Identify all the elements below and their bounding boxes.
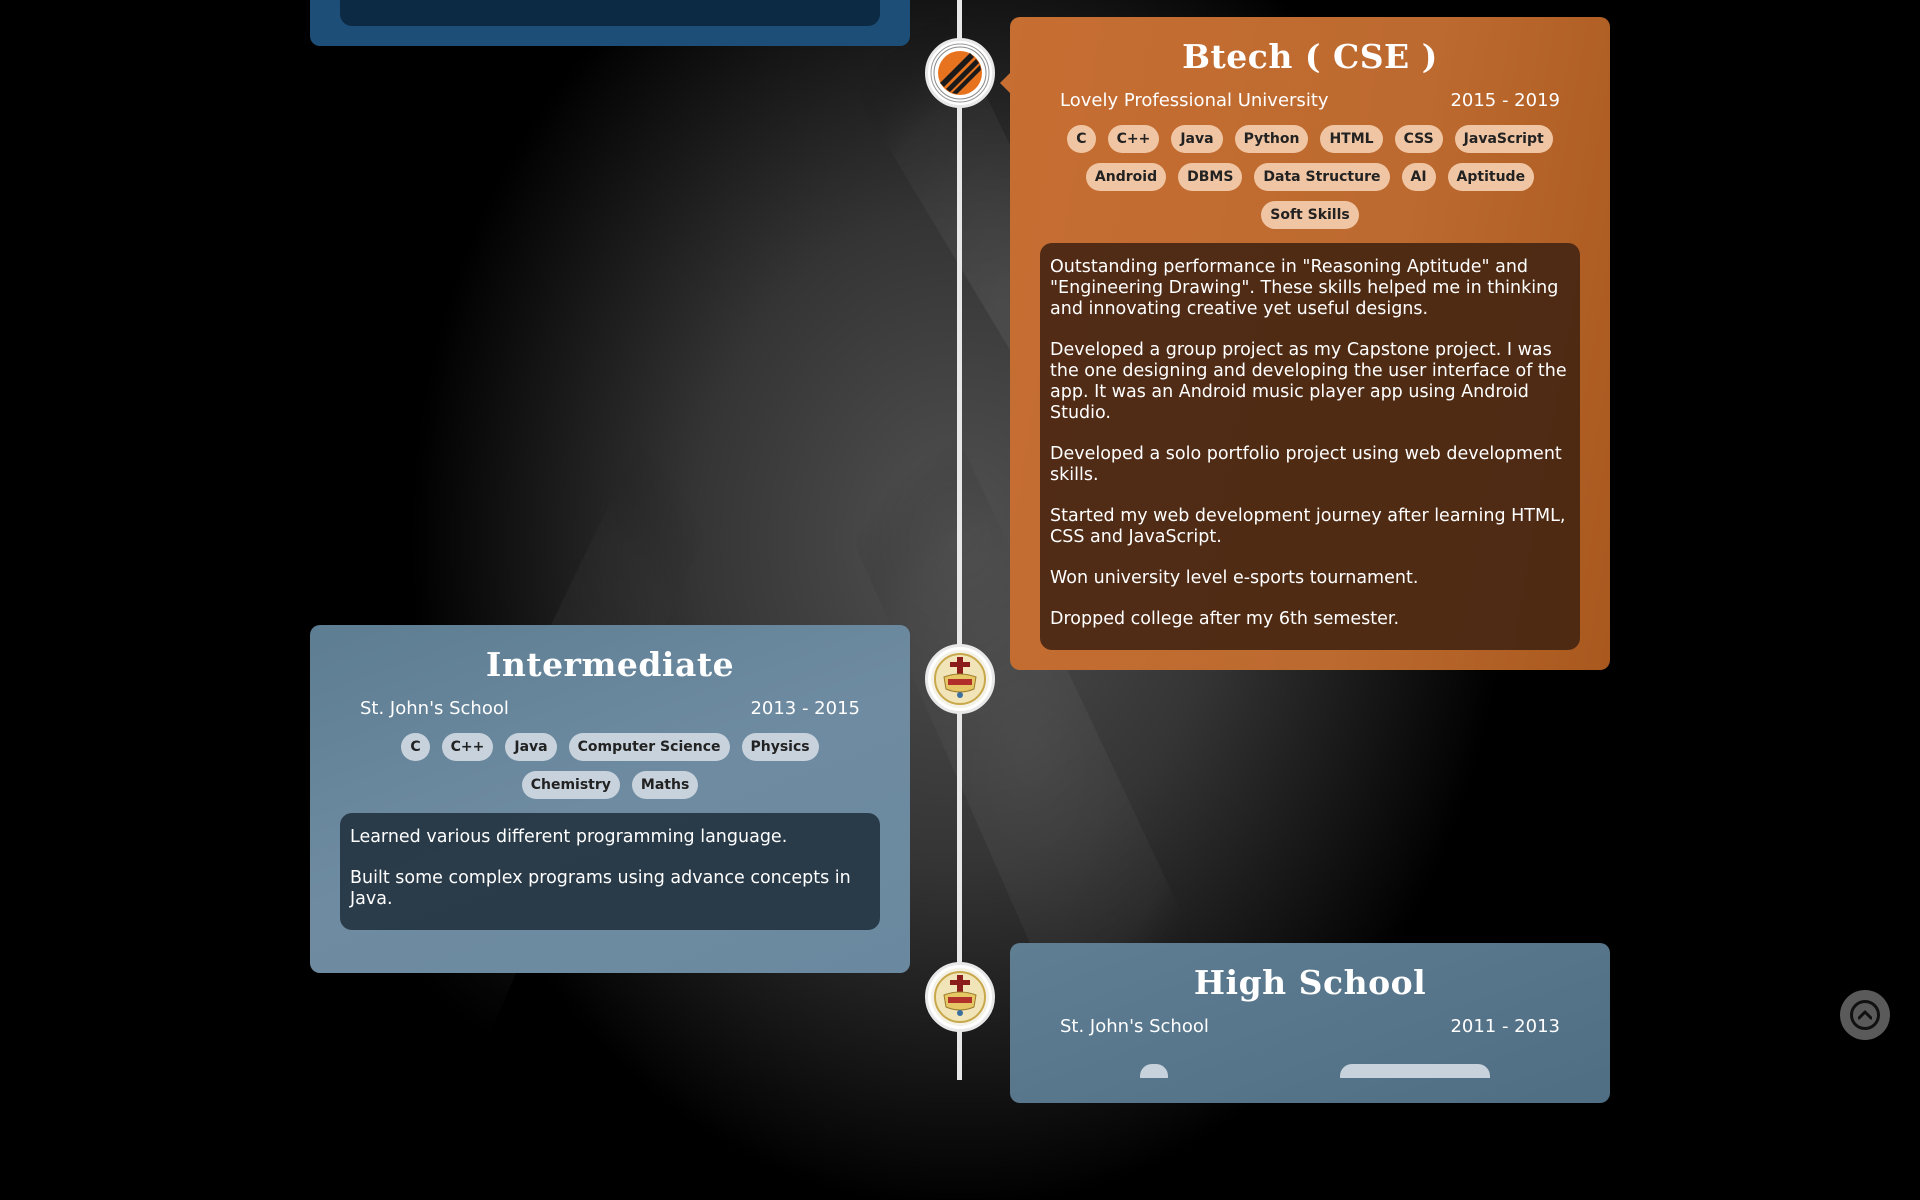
institution-name: St. John's School [1060,1016,1209,1037]
timeline-node-university [925,38,995,108]
achievement-text: Started my web development journey after… [1050,506,1566,547]
skill-tag: Java [505,733,557,761]
card-description-box [340,0,880,26]
achievement-text: Dropped college after my 6th semester. [1050,609,1400,629]
year-range: 2011 - 2013 [1450,1016,1560,1037]
achievement-text: Outstanding performance in "Reasoning Ap… [1050,257,1559,319]
university-logo-icon [930,43,990,103]
year-range: 2015 - 2019 [1450,90,1560,111]
institution-name: St. John's School [360,698,509,719]
skill-tag: DBMS [1178,163,1243,191]
achievement-text: Learned various different programming la… [350,827,788,847]
skill-tag [1340,1064,1490,1078]
card-title: High School [1193,963,1427,1002]
card-description: Learned various different programming la… [340,813,880,930]
skill-tag: C++ [1107,125,1160,153]
skill-tag: C++ [441,733,494,761]
skill-tag: Java [1171,125,1223,153]
skill-tags: C C++ Java Computer Science Physics Chem… [340,733,880,799]
skill-tag: Aptitude [1447,163,1535,191]
card-title: Btech ( CSE ) [1182,37,1438,76]
skill-tag: Physics [741,733,819,761]
skill-tag [1140,1064,1168,1078]
timeline-node-intermediate [925,644,995,714]
card-meta: Lovely Professional University 2015 - 20… [1040,90,1580,111]
school-crest-icon [931,968,989,1026]
achievement-text: Won university level e-sports tournament… [1050,568,1419,588]
institution-name: Lovely Professional University [1060,90,1329,111]
achievement-text: Built some complex programs using advanc… [350,868,851,909]
skill-tags [1040,1051,1580,1078]
scroll-to-top-button[interactable] [1840,990,1890,1040]
timeline-card-intermediate: Intermediate St. John's School 2013 - 20… [310,625,910,973]
skill-tag: Python [1234,125,1309,153]
timeline-card-btech: Btech ( CSE ) Lovely Professional Univer… [1000,17,1610,670]
card-meta: St. John's School 2013 - 2015 [340,698,880,719]
timeline-node-high-school [925,962,995,1032]
skill-tag: Android [1085,163,1167,191]
skill-tag: AI [1401,163,1436,191]
skill-tag: CSS [1394,125,1443,153]
achievement-text: Developed a group project as my Capstone… [1050,340,1567,423]
skill-tags: C C++ Java Python HTML CSS JavaScript An… [1040,125,1580,229]
skill-tag: Soft Skills [1261,201,1359,229]
school-crest-icon [931,650,989,708]
card-description: Outstanding performance in "Reasoning Ap… [1040,243,1580,650]
timeline-card-high-school: High School St. John's School 2011 - 201… [1010,943,1610,1103]
skill-tag: Data Structure [1254,163,1390,191]
achievement-text: Developed a solo portfolio project using… [1050,444,1562,485]
skill-tag: C [401,733,430,761]
skill-tag: HTML [1320,125,1383,153]
skill-tag: JavaScript [1454,125,1553,153]
skill-tag: C [1067,125,1096,153]
skill-tag: Maths [631,771,699,799]
timeline-line [957,0,962,1080]
card-title: Intermediate [485,645,735,684]
year-range: 2013 - 2015 [750,698,860,719]
card-meta: St. John's School 2011 - 2013 [1040,1016,1580,1037]
timeline-card-previous [310,0,910,46]
chevron-up-icon [1850,1000,1880,1030]
skill-tag: Computer Science [568,733,730,761]
skill-tag: Chemistry [521,771,620,799]
